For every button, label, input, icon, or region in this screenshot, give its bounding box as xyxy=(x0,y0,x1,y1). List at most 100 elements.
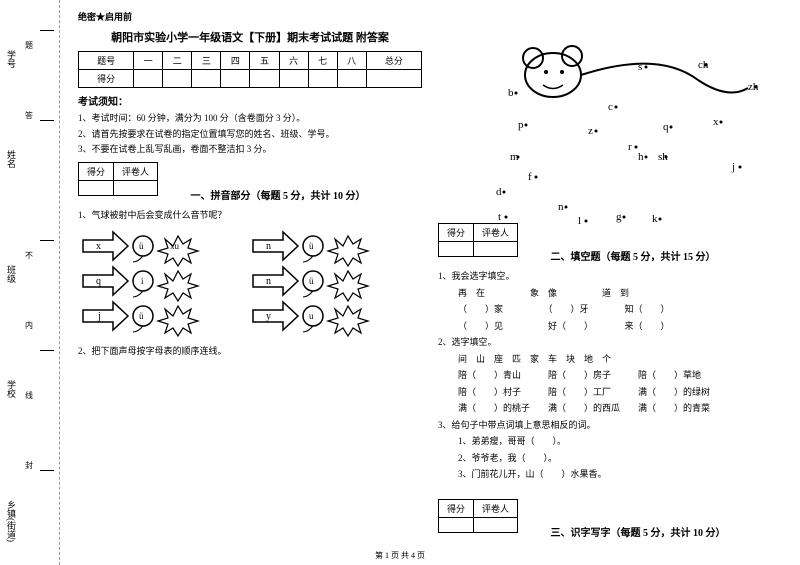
binding-label: 乡镇(街道) xyxy=(5,500,18,542)
binding-line xyxy=(40,470,54,471)
dot-letter: b xyxy=(508,87,514,99)
q2-1: 1、我会选字填空。 xyxy=(438,270,782,284)
balloon-letter: u xyxy=(309,311,314,321)
seal-mark: 题 xyxy=(25,40,33,51)
score-header: 六 xyxy=(279,52,308,70)
page-footer: 第 1 页 共 4 页 xyxy=(0,550,800,561)
q2-3-item: 1、弟弟瘦，哥哥（ ）。 xyxy=(458,435,782,449)
seal-mark: 封 xyxy=(25,460,33,471)
q2-1-line: 再 在 象 像 道 到 xyxy=(458,287,782,301)
q2-1-line: （ ）见 好（ ） 来（ ） xyxy=(458,320,782,334)
score-header: 五 xyxy=(250,52,279,70)
scorebox-label: 评卷人 xyxy=(474,499,518,517)
notice-item: 2、请首先按要求在试卷的指定位置填写您的姓名、班级、学号。 xyxy=(78,128,422,141)
binding-line xyxy=(40,120,54,121)
scorebox-cell xyxy=(474,242,518,257)
arrow-letter: y xyxy=(266,311,271,322)
arrow-letter: n xyxy=(266,276,271,287)
binding-line xyxy=(40,240,54,241)
scorebox-cell xyxy=(114,180,158,195)
left-column: 绝密★启用前 朝阳市实验小学一年级语文【下册】期末考试试题 附答案 题号 一 二… xyxy=(70,10,430,565)
section-3-title: 三、识字写字（每题 5 分，共计 10 分） xyxy=(551,524,726,539)
balloon-letter: ü xyxy=(139,241,144,251)
balloon-letter: ü xyxy=(139,311,144,321)
q2-3-item: 2、爷爷老，我（ ）。 xyxy=(458,452,782,466)
scorebox-label: 评卷人 xyxy=(114,162,158,180)
score-header: 二 xyxy=(163,52,192,70)
dot-letter: r xyxy=(628,141,632,153)
q2-3: 3、给句子中带点词填上意思相反的词。 xyxy=(438,419,782,433)
arrow-letter: n xyxy=(266,241,271,252)
score-header: 七 xyxy=(308,52,337,70)
score-cell xyxy=(366,70,421,88)
scorebox-cell xyxy=(474,517,518,532)
binding-label: 姓名 xyxy=(5,150,18,168)
dot-letter: t xyxy=(498,211,501,223)
section-scorebox: 得分评卷人 xyxy=(78,162,158,196)
arrow-letter: j xyxy=(97,311,101,322)
notice-item: 3、不要在试卷上乱写乱画，卷面不整洁扣 3 分。 xyxy=(78,143,422,156)
q2-2-row: 陪（ ）村子 陪（ ）工厂 满（ ）的绿树 xyxy=(458,386,782,400)
star-letter: xu xyxy=(170,241,180,251)
binding-line xyxy=(40,30,54,31)
q2-2-options: 间 山 座 匹 家 车 块 地 个 xyxy=(458,353,782,367)
score-cell xyxy=(163,70,192,88)
q2-2-row: 陪（ ）青山 陪（ ）房子 陪（ ）草地 xyxy=(458,369,782,383)
question-2: 2、把下面声母按字母表的顺序连线。 xyxy=(78,345,422,359)
score-header: 四 xyxy=(221,52,250,70)
exam-title: 朝阳市实验小学一年级语文【下册】期末考试试题 附答案 xyxy=(78,29,422,45)
dot-letter: h xyxy=(638,151,644,163)
notice-title: 考试须知： xyxy=(78,93,422,108)
scorebox-label: 得分 xyxy=(79,162,114,180)
notice-item: 1、考试时间：60 分钟，满分为 100 分（含卷面分 3 分）。 xyxy=(78,112,422,125)
scorebox-cell xyxy=(79,180,114,195)
score-header: 一 xyxy=(134,52,163,70)
right-column: bpmfdtnlgkhjqxzcsrzhchsh 得分评卷人 二、填空题（每题 … xyxy=(430,10,790,565)
dot-letter: k xyxy=(652,213,658,225)
score-cell xyxy=(192,70,221,88)
section-1-title: 一、拼音部分（每题 5 分，共计 10 分） xyxy=(191,187,366,202)
dot-letter: p xyxy=(518,119,524,131)
q2-3-item: 3、门前花儿开，山（ ）水果香。 xyxy=(458,468,782,482)
seal-mark: 答 xyxy=(25,110,33,121)
seal-mark: 不 xyxy=(25,250,33,261)
confidential-tag: 绝密★启用前 xyxy=(78,10,422,23)
scorebox-label: 得分 xyxy=(439,499,474,517)
dot-letter: s xyxy=(638,61,642,73)
scorebox-cell xyxy=(439,242,474,257)
binding-margin: 乡镇(街道) 学校 班级 姓名 学号 封 线 内 不 答 题 xyxy=(0,0,60,565)
q2-1-line: （ ）家 （ ）牙 知（ ） xyxy=(458,303,782,317)
score-cell xyxy=(134,70,163,88)
binding-label: 学号 xyxy=(5,50,18,68)
score-header: 总分 xyxy=(366,52,421,70)
section-2-title: 二、填空题（每题 5 分，共计 15 分） xyxy=(551,248,716,263)
score-header: 题号 xyxy=(79,52,134,70)
score-table: 题号 一 二 三 四 五 六 七 八 总分 得分 xyxy=(78,51,422,88)
score-header: 三 xyxy=(192,52,221,70)
dot-letter: c xyxy=(608,101,613,113)
binding-label: 学校 xyxy=(5,380,18,398)
pinyin-shapes: x ü xu n ü xyxy=(78,227,422,340)
seal-mark: 线 xyxy=(25,390,33,401)
score-row-label: 得分 xyxy=(79,70,134,88)
dot-letter: z xyxy=(588,125,593,137)
score-cell xyxy=(308,70,337,88)
score-cell xyxy=(337,70,366,88)
dot-letter: x xyxy=(713,116,719,128)
q2-2-row: 满（ ）的桃子 满（ ）的西瓜 满（ ）的青菜 xyxy=(458,402,782,416)
binding-line xyxy=(40,350,54,351)
q2-2: 2、选字填空。 xyxy=(438,336,782,350)
score-cell xyxy=(250,70,279,88)
dot-letter: g xyxy=(616,211,622,223)
dot-letter: m xyxy=(510,151,519,163)
dot-letter: f xyxy=(528,171,532,183)
dot-letter: l xyxy=(578,215,581,227)
dot-letter: zh xyxy=(748,81,759,93)
score-cell xyxy=(221,70,250,88)
arrow-letter: q xyxy=(96,276,101,287)
dot-letter: n xyxy=(558,201,564,213)
dot-letter: sh xyxy=(658,151,668,163)
seal-mark: 内 xyxy=(25,320,33,331)
dot-letter: ch xyxy=(698,59,709,71)
balloon-letter: ü xyxy=(309,276,314,286)
